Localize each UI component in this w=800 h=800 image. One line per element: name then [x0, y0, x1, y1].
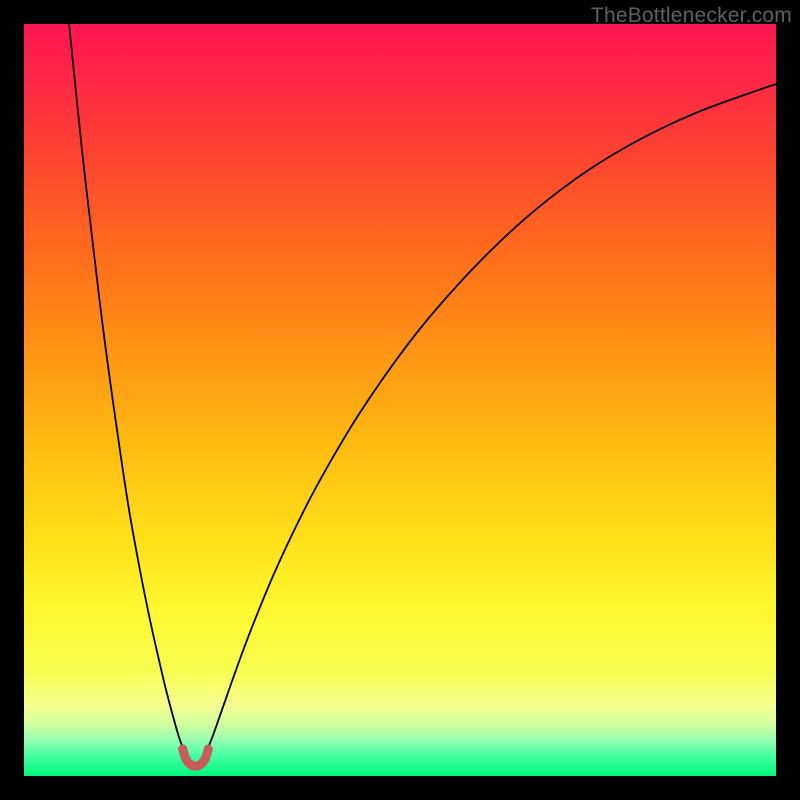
watermark-text: TheBottlenecker.com [591, 4, 792, 28]
gradient-background [24, 24, 776, 776]
bottleneck-chart [24, 24, 776, 776]
chart-container: TheBottlenecker.com [0, 0, 800, 800]
